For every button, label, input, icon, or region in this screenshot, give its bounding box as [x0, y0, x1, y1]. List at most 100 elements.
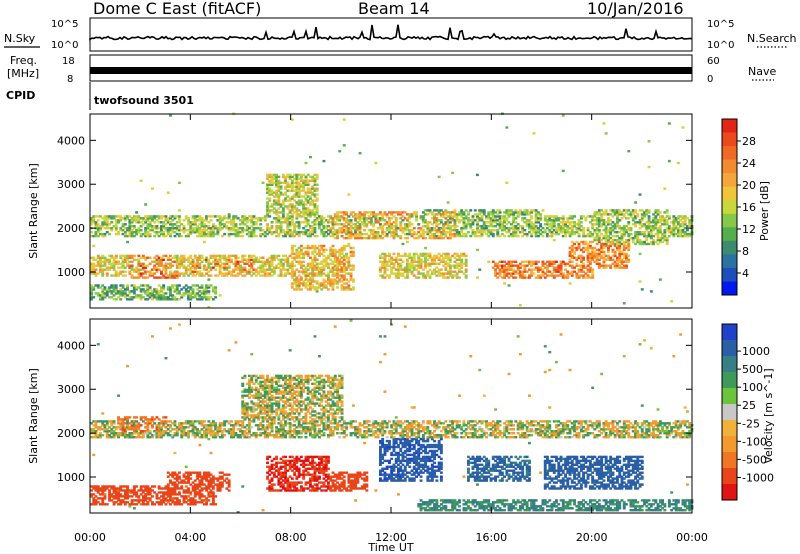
range-cell — [266, 203, 269, 206]
range-cell — [643, 211, 646, 214]
range-cell — [288, 177, 292, 180]
range-cell — [498, 219, 502, 222]
range-cell — [406, 258, 409, 261]
range-cell — [112, 290, 116, 293]
range-cell — [320, 272, 324, 275]
range-cell — [518, 274, 522, 277]
range-cell — [496, 219, 500, 222]
range-cell — [315, 209, 319, 212]
range-cell — [96, 485, 100, 488]
range-cell — [372, 229, 376, 232]
range-cell — [607, 238, 610, 242]
range-cell — [604, 236, 608, 240]
range-cell — [279, 231, 283, 234]
range-cell — [277, 197, 281, 200]
range-cell — [496, 272, 500, 275]
range-cell — [640, 209, 644, 212]
range-cell — [437, 209, 441, 212]
range-cell — [126, 298, 129, 301]
range-cell — [365, 223, 369, 226]
range-cell — [320, 248, 324, 252]
range-cell — [385, 232, 389, 236]
range-cell — [105, 231, 109, 234]
range-cell — [681, 215, 685, 218]
range-cell — [575, 246, 579, 250]
range-cell — [119, 288, 123, 291]
range-cell — [552, 225, 556, 228]
range-cell — [667, 231, 671, 234]
range-cell — [184, 288, 188, 291]
range-cell — [241, 274, 245, 277]
range-cell — [309, 189, 312, 192]
range-cell — [597, 234, 601, 238]
range-cell — [498, 270, 502, 273]
range-cell — [119, 420, 123, 423]
range-cell — [584, 242, 588, 246]
range-cell — [313, 256, 317, 259]
range-cell — [245, 272, 249, 275]
range-cell — [609, 242, 613, 246]
range-cell — [275, 231, 278, 234]
range-cell — [112, 503, 116, 506]
range-cell — [157, 497, 161, 500]
range-cell — [354, 215, 357, 218]
range-cell — [311, 221, 315, 224]
range-cell — [638, 227, 642, 230]
range-cell — [394, 217, 398, 220]
range-cell — [144, 229, 148, 232]
range-cell — [281, 203, 285, 206]
range-cell — [311, 177, 315, 180]
range-cell — [110, 485, 114, 488]
range-cell — [525, 234, 529, 238]
range-cell — [498, 264, 502, 267]
range-cell — [304, 229, 308, 232]
range-cell — [620, 236, 624, 240]
range-cell — [667, 159, 671, 163]
range-cell — [336, 213, 339, 216]
range-cell — [175, 298, 179, 301]
range-cell — [275, 199, 278, 202]
range-cell — [191, 292, 195, 295]
range-cell — [211, 231, 215, 234]
range-cell — [385, 229, 389, 232]
range-cell — [600, 242, 604, 246]
range-cell — [327, 225, 330, 228]
range-cell — [340, 266, 344, 269]
range-cell — [577, 264, 581, 267]
range-cell — [123, 503, 127, 506]
range-cell — [419, 234, 423, 238]
range-cell — [604, 254, 608, 258]
range-cell — [155, 292, 159, 295]
range-cell — [126, 288, 129, 291]
range-cell — [268, 266, 272, 269]
range-cell — [153, 491, 157, 494]
range-cell — [286, 213, 290, 216]
range-cell — [279, 187, 283, 190]
range-cell — [421, 229, 425, 232]
range-cell — [421, 211, 425, 214]
range-cell — [121, 217, 125, 220]
range-cell — [313, 195, 317, 198]
range-cell — [379, 234, 382, 238]
range-cell — [103, 262, 107, 265]
range-cell — [311, 213, 315, 216]
range-cell — [419, 227, 423, 230]
range-cell — [241, 223, 245, 226]
range-cell — [90, 290, 93, 293]
range-cell — [406, 227, 409, 230]
range-cell — [306, 272, 310, 275]
range-cell — [121, 495, 125, 498]
range-cell — [148, 296, 152, 299]
range-cell — [160, 256, 163, 259]
colorbar-swatch — [722, 186, 737, 201]
range-cell — [534, 211, 538, 214]
range-cell — [507, 260, 511, 263]
range-cell — [453, 256, 457, 259]
range-cell — [155, 497, 159, 500]
range-cell — [428, 209, 432, 212]
range-cell — [607, 250, 610, 254]
range-cell — [570, 227, 574, 230]
range-cell — [403, 217, 407, 220]
range-cell — [313, 181, 317, 184]
